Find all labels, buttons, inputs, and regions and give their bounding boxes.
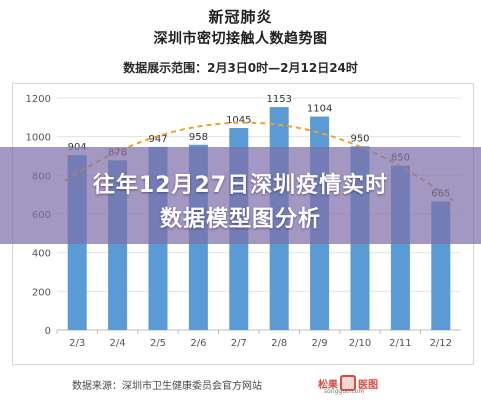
date-range-label: 数据展示范围：2月3日0时—2月12日24时	[123, 61, 358, 75]
data-label: 1153	[266, 94, 291, 105]
data-label: 1104	[307, 104, 332, 115]
chart-subtitle: 深圳市密切接触人数趋势图	[153, 31, 328, 47]
x-tick-label: 2/12	[430, 338, 452, 349]
x-tick-label: 2/8	[271, 338, 287, 349]
brand-name-left: 松果	[318, 380, 338, 391]
brand-name-right: 医图	[358, 380, 378, 391]
x-tick-label: 2/9	[312, 338, 328, 349]
overlay-title-line1: 往年12月27日深圳疫情实时	[92, 173, 389, 198]
y-tick-label: 1000	[26, 133, 51, 144]
data-label: 947	[148, 134, 167, 145]
y-tick-label: 1200	[26, 94, 51, 105]
x-tick-label: 2/11	[389, 338, 411, 349]
x-tick-label: 2/3	[69, 338, 85, 349]
x-tick-label: 2/5	[150, 338, 166, 349]
medical-box-icon	[340, 375, 356, 391]
brand-url: songguo.com	[324, 388, 365, 395]
y-tick-label: 200	[32, 287, 51, 298]
y-tick-label: 400	[32, 249, 51, 260]
data-label: 950	[350, 133, 369, 144]
data-label: 1045	[226, 115, 251, 126]
trend-line	[64, 121, 454, 202]
x-tick-label: 2/6	[190, 338, 206, 349]
data-label: 958	[189, 132, 208, 143]
x-tick-label: 2/4	[110, 338, 126, 349]
title-overlay-banner: 往年12月27日深圳疫情实时 数据模型图分析	[0, 147, 481, 244]
y-tick-label: 0	[45, 326, 51, 337]
data-source-note: 数据来源：深圳市卫生健康委员会官方网站	[72, 381, 262, 392]
chart-title: 新冠肺炎	[208, 8, 273, 26]
x-tick-label: 2/10	[349, 338, 371, 349]
x-tick-label: 2/7	[231, 338, 247, 349]
brand-logo: 松果 医图 songguo.com	[318, 372, 468, 396]
overlay-title-line2: 数据模型图分析	[159, 207, 321, 232]
